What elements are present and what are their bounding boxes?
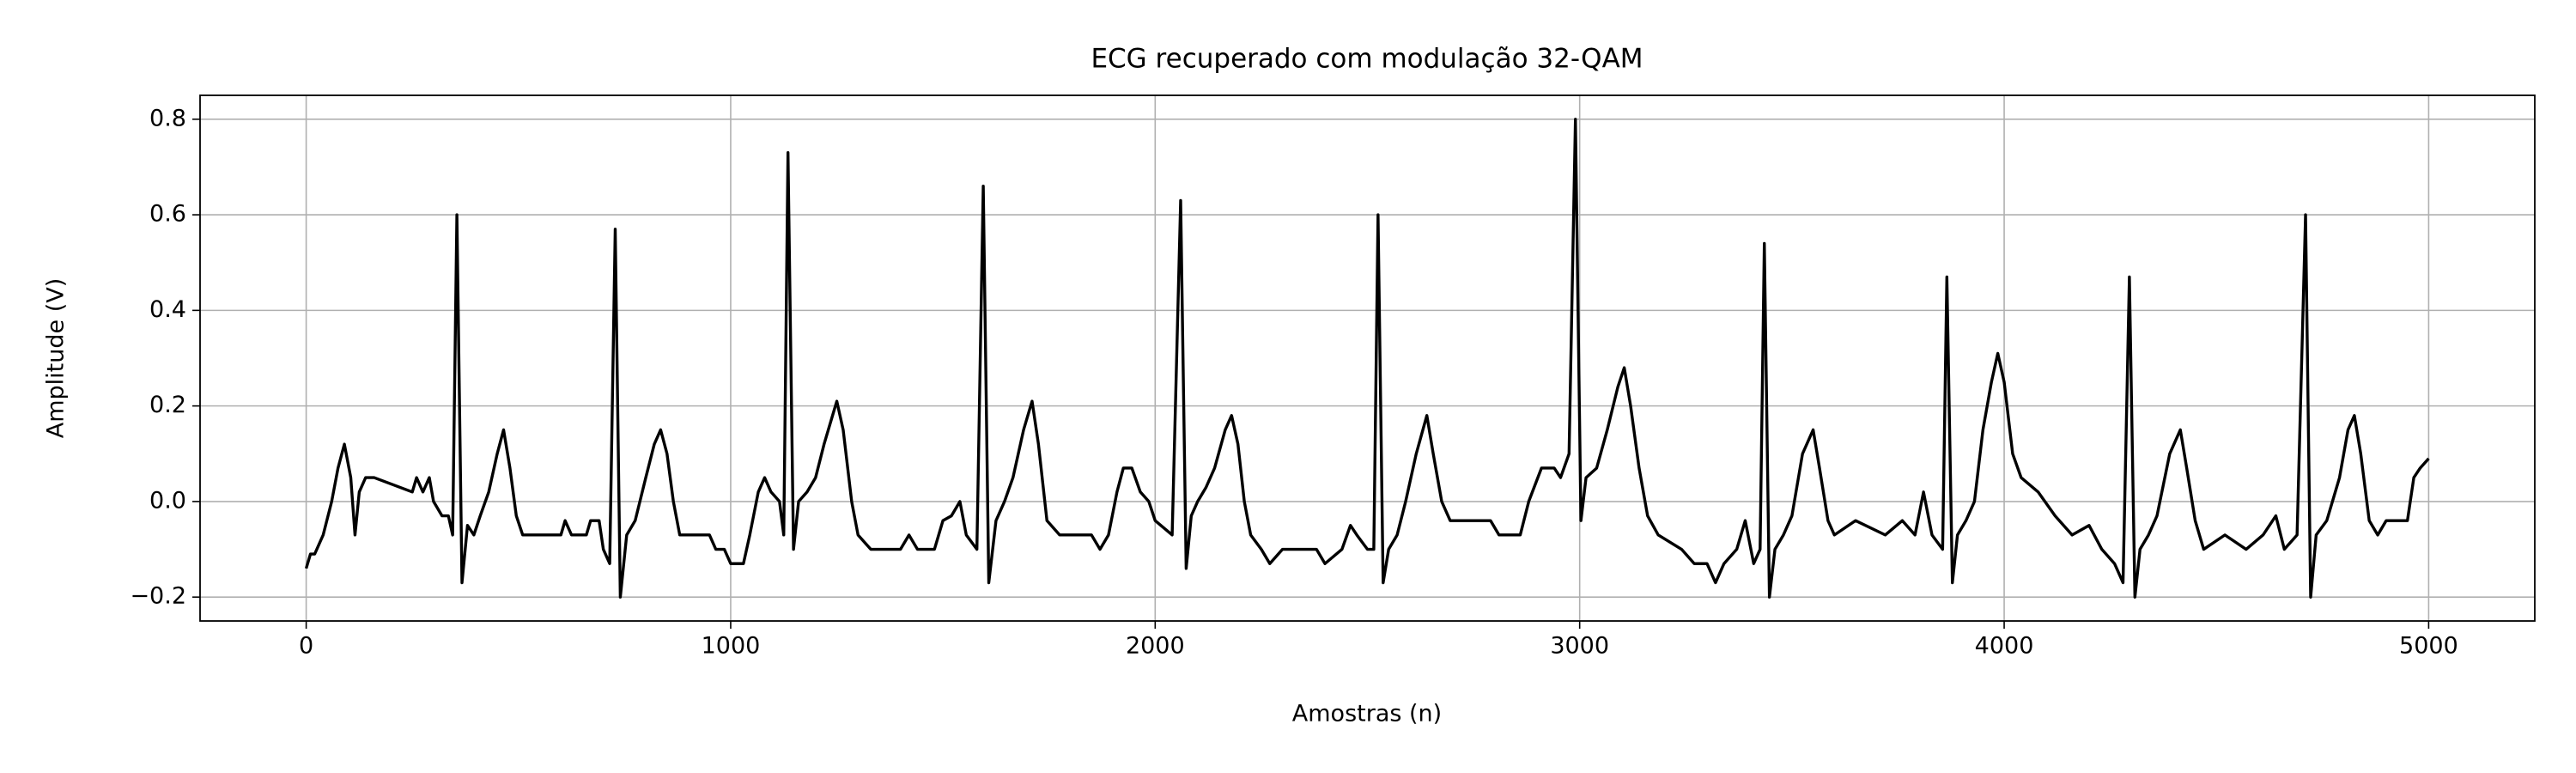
x-tick-label: 4000 xyxy=(1975,633,2034,660)
ecg-line xyxy=(304,118,2430,599)
chart-title: ECG recuperado com modulação 32-QAM xyxy=(1091,44,1643,75)
y-axis-label: Amplitude (V) xyxy=(43,278,70,438)
plot-frame xyxy=(199,94,2536,622)
x-tick-label: 0 xyxy=(299,633,313,660)
y-tick-label: 0.0 xyxy=(149,487,186,514)
x-tick-label: 5000 xyxy=(2399,633,2458,660)
x-tick-label: 3000 xyxy=(1550,633,1609,660)
y-tick-label: 0.2 xyxy=(149,392,186,418)
y-tick-label: 0.8 xyxy=(149,105,186,131)
y-tick-label: 0.6 xyxy=(149,201,186,228)
x-axis-label: Amostras (n) xyxy=(1292,701,1442,727)
y-tick-label: −0.2 xyxy=(130,583,186,610)
x-tick-label: 2000 xyxy=(1126,633,1185,660)
x-tick-label: 1000 xyxy=(702,633,761,660)
y-tick-label: 0.4 xyxy=(149,296,186,323)
